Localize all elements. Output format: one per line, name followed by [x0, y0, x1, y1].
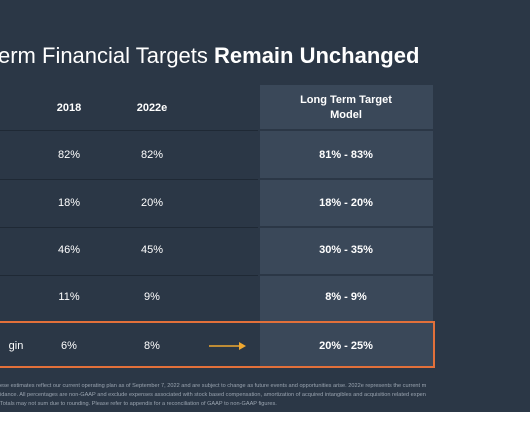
separator: [260, 226, 433, 228]
footnote: idance. All percentages are non-GAAP and…: [0, 392, 426, 398]
highlight-box: [0, 321, 435, 368]
separator: [260, 178, 433, 180]
cell: 8%: [144, 340, 160, 352]
separator: [260, 274, 433, 276]
title-bold: Remain Unchanged: [214, 43, 420, 68]
cell: 82%: [57, 149, 81, 161]
cell: 81% - 83%: [319, 149, 373, 161]
row-label: gin: [8, 340, 24, 352]
separator: [260, 129, 433, 131]
cell: 11%: [58, 291, 80, 303]
separator: [0, 130, 258, 131]
footnote: ese estimates reflect our current operat…: [0, 383, 427, 389]
cell: 20%: [140, 197, 164, 209]
cell: 18%: [57, 197, 81, 209]
separator: [0, 179, 258, 180]
separator: [0, 227, 258, 228]
separator: [0, 275, 258, 276]
cell: 9%: [144, 291, 160, 303]
title: erm Financial Targets Remain Unchanged: [0, 43, 419, 69]
header: 2018: [56, 102, 82, 114]
cell: 45%: [140, 244, 164, 256]
header: Long Term Target Model: [300, 94, 392, 121]
cell: 8% - 9%: [325, 291, 367, 303]
cell: 20% - 25%: [319, 340, 373, 352]
cell: 18% - 20%: [319, 197, 373, 209]
cell: 46%: [57, 244, 81, 256]
cell: 30% - 35%: [319, 244, 373, 256]
slide: erm Financial Targets Remain Unchanged 2…: [0, 0, 530, 412]
title-regular: erm Financial Targets: [0, 43, 215, 68]
header: 2022e: [136, 102, 168, 114]
footnote: Totals may not sum due to rounding. Plea…: [0, 401, 277, 407]
cell: 6%: [61, 340, 77, 352]
cell: 82%: [140, 149, 164, 161]
arrow: [209, 342, 246, 350]
